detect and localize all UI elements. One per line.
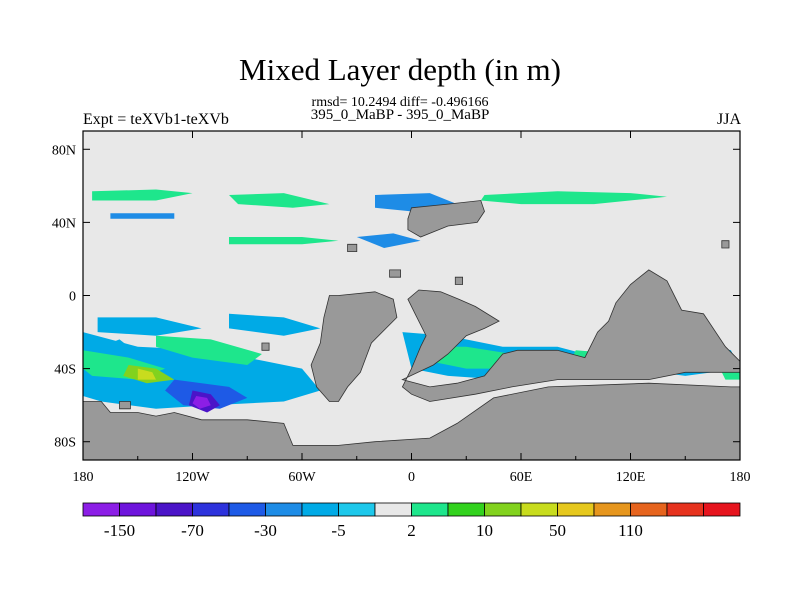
y-tick-label: 80S [54,436,76,451]
land-antarctica [83,382,740,460]
field-patch-4 [110,213,175,219]
colorbar: -150 -70 -30 -5 2 10 50 110 [82,502,741,540]
colorbar-label: 2 [407,521,416,540]
chart-title: Mixed Layer depth (in m) [239,52,561,87]
season-label: JJA [716,111,741,128]
x-tick-label: 60E [510,470,533,485]
land-north-island-4 [454,276,464,285]
x-tick-label: 0 [408,470,415,485]
colorbar-label: 10 [476,521,493,540]
field-patch-8 [83,332,321,409]
land-north-island-5 [721,240,730,249]
colorbar-box-15 [630,502,668,517]
field-patch-14 [137,368,156,380]
field-patch-0 [92,189,193,201]
field-patch-17 [192,396,211,409]
colorbar-box-16 [666,502,704,517]
colorbar-box-7 [338,502,376,517]
colorbar-box-8 [374,502,412,517]
y-tick-label: 40N [52,216,76,231]
colorbar-box-9 [411,502,449,517]
y-tick-label: 80N [52,143,76,158]
colorbar-box-14 [593,502,631,517]
y-tick-label: 40S [54,363,76,378]
colorbar-label: -70 [181,521,204,540]
colorbar-label: 50 [549,521,566,540]
colorbar-box-1 [119,502,157,517]
land-small-island-a [261,342,270,351]
field-patch-2 [480,191,667,205]
colorbar-label: 110 [618,521,643,540]
colorbar-box-12 [520,502,558,517]
land-africa [401,269,740,402]
field-patch-7 [97,317,202,336]
land-north-island-2 [347,243,358,253]
land-north-island-3 [389,269,402,278]
colorbar-label: -150 [104,521,135,540]
colorbar-box-10 [447,502,485,517]
x-tick-label: 60W [288,470,316,485]
field-patch-1 [229,193,330,208]
colorbar-box-13 [557,502,595,517]
colorbar-box-17 [703,502,741,517]
colorbar-box-6 [301,502,339,517]
chart-subtitle: 395_0_MaBP - 395_0_MaBP [310,107,490,123]
field-patch-3 [229,237,339,245]
land-south-america [310,291,398,402]
x-tick-label: 180 [730,470,751,485]
colorbar-box-0 [82,502,120,517]
land-small-island-b [119,401,131,410]
rmsd-diff-label: rmsd= 10.2494 diff= -0.496166 [311,95,489,110]
x-tick-label: 120W [175,470,210,485]
colorbar-box-11 [484,502,522,517]
field-patch-11 [156,335,262,365]
field-patch-6 [356,233,421,248]
y-tick-label: 0 [69,290,76,305]
land-north-island-1 [407,200,485,238]
colorbar-label: -30 [254,521,277,540]
x-tick-label: 120E [616,470,646,485]
colorbar-label: -5 [331,521,345,540]
experiment-label: Expt = teXVb1-teXVb [83,111,229,128]
colorbar-box-4 [228,502,266,517]
colorbar-box-2 [155,502,193,517]
x-tick-label: 180 [73,470,94,485]
colorbar-box-5 [265,502,303,517]
colorbar-box-3 [192,502,230,517]
field-patch-9 [229,313,321,336]
